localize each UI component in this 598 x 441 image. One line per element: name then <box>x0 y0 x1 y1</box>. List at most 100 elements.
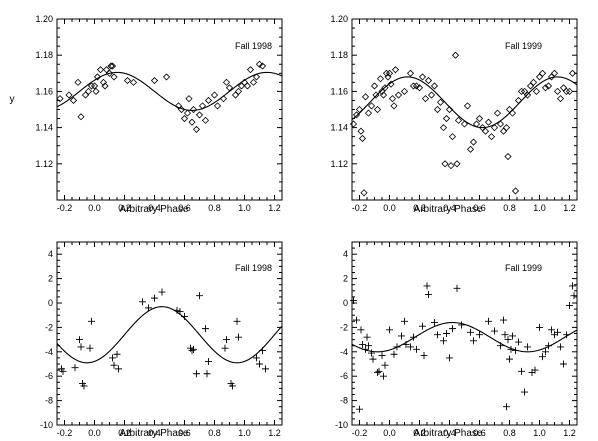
data-point-top-right <box>361 93 370 101</box>
x-tick-label-top-left: 1.0 <box>238 203 251 213</box>
x-tick-label-top-right: 0.8 <box>503 203 516 213</box>
fit-curve-bottom-left <box>56 306 283 364</box>
data-point-top-right <box>484 118 493 126</box>
data-point-top-left <box>240 78 249 86</box>
data-point-top-right <box>421 95 430 103</box>
data-point-bottom-right <box>521 388 528 396</box>
data-point-bottom-right <box>420 351 428 359</box>
data-point-bottom-right <box>407 343 414 351</box>
data-point-top-left <box>219 95 228 103</box>
annotation-top-left: Fall 1998 <box>235 41 272 51</box>
data-point-top-right <box>391 66 400 74</box>
x-tick-label-bottom-left: 1.0 <box>238 428 251 438</box>
y-tick-label-bottom-right: 4 <box>343 249 348 259</box>
panel-top-left: -0.2 0.0 0.2 0.4 0.6 0.8 1.0 1.2 1.12 1.14 1.16 1.1… <box>10 14 283 215</box>
data-point-top-right <box>349 120 358 128</box>
data-point-top-right <box>427 91 436 99</box>
x-tick-label-bottom-right: 0.6 <box>473 428 486 438</box>
data-point-top-right <box>373 105 382 114</box>
data-point-top-right <box>496 120 505 128</box>
x-tick-label-top-right: 0.6 <box>473 203 486 213</box>
data-point-bottom-right <box>446 354 453 362</box>
y-tick-label-bottom-left: -4 <box>45 347 53 357</box>
data-point-top-left <box>183 109 192 117</box>
data-point-bottom-left <box>203 370 211 378</box>
data-point-bottom-right <box>368 349 375 357</box>
y-tick-label-bottom-right: -2 <box>340 322 348 332</box>
data-point-top-left <box>110 73 118 81</box>
data-point-top-right <box>379 91 388 99</box>
y-tick-label-top-right: 1.14 <box>330 123 348 133</box>
x-tick-label-bottom-left: 0.6 <box>178 428 191 438</box>
data-point-bottom-right <box>491 327 498 335</box>
data-point-bottom-left <box>59 367 67 375</box>
x-tick-label-bottom-left: -0.2 <box>57 428 73 438</box>
data-point-bottom-right <box>434 331 441 339</box>
data-point-bottom-left <box>256 360 263 368</box>
data-point-bottom-right <box>375 367 383 375</box>
data-point-top-right <box>529 78 538 86</box>
data-point-top-left <box>210 91 219 99</box>
data-point-bottom-right <box>440 337 447 345</box>
data-point-bottom-right <box>363 333 371 341</box>
data-point-bottom-right <box>524 343 531 351</box>
x-tick-label-bottom-right: 0.2 <box>413 428 426 438</box>
data-point-bottom-right <box>413 345 420 353</box>
data-point-top-right <box>460 120 469 128</box>
y-tick-label-top-right: 1.20 <box>330 14 348 24</box>
data-point-top-right <box>475 114 484 123</box>
y-tick-label-bottom-left: 2 <box>48 274 53 284</box>
data-point-top-right <box>412 82 421 90</box>
fit-curve-top-left <box>56 71 283 111</box>
y-tick-label-top-right: 1.18 <box>330 50 348 60</box>
data-point-top-left <box>198 102 207 110</box>
data-point-top-right <box>382 69 391 77</box>
data-point-top-right <box>406 69 415 77</box>
xlabel-bottom-left: Arbitrary Phase <box>120 428 189 439</box>
data-point-bottom-right <box>560 360 567 368</box>
x-tick-label-top-left: 0.4 <box>148 203 161 213</box>
data-point-bottom-left <box>77 343 85 351</box>
data-point-bottom-right <box>566 301 573 309</box>
data-point-top-right <box>390 102 398 110</box>
data-point-top-left <box>222 78 231 86</box>
x-tick-label-bottom-right: 0.4 <box>443 428 456 438</box>
data-point-bottom-left <box>188 347 196 355</box>
data-point-bottom-right <box>353 316 360 324</box>
data-point-top-right <box>441 160 449 168</box>
data-point-top-right <box>502 124 511 132</box>
data-point-bottom-right <box>356 405 363 413</box>
y-tick-label-bottom-left: -6 <box>45 371 53 381</box>
data-point-bottom-left <box>115 365 122 373</box>
data-point-top-right <box>352 111 361 119</box>
x-tick-label-top-right: 0.0 <box>383 203 396 213</box>
data-point-bottom-left <box>176 308 184 316</box>
data-point-top-right <box>439 124 448 132</box>
data-point-top-right <box>381 84 389 92</box>
axes-frame-bottom-right <box>351 241 578 426</box>
data-point-top-right <box>448 133 457 141</box>
data-point-top-right <box>430 82 439 90</box>
x-tick-label-bottom-left: 0.2 <box>118 428 131 438</box>
x-tick-label-top-left: 0.6 <box>178 203 191 213</box>
plot-body-bottom-left: -0.2 0.0 0.2 0.4 0.6 0.8 1.0 1.2 -10 -8 -6 -4 -2 0 2 4 <box>40 241 283 438</box>
data-point-top-right <box>511 187 520 195</box>
x-tick-label-bottom-right: -0.2 <box>352 428 368 438</box>
data-point-top-right <box>504 152 512 161</box>
data-point-bottom-left <box>80 382 88 390</box>
data-point-bottom-left <box>71 364 79 372</box>
data-point-bottom-right <box>509 332 516 340</box>
data-point-top-left <box>92 87 100 95</box>
data-point-top-right <box>372 91 380 99</box>
data-point-top-left <box>150 76 159 85</box>
data-point-bottom-right <box>378 351 386 359</box>
data-point-bottom-right <box>539 353 546 361</box>
data-point-bottom-right <box>402 340 410 348</box>
x-tick-label-bottom-left: 0.4 <box>148 428 161 438</box>
data-point-bottom-right <box>365 342 372 350</box>
data-point-top-left <box>174 102 183 110</box>
x-tick-label-bottom-right: 0.8 <box>503 428 516 438</box>
x-tick-label-bottom-left: 0.8 <box>208 428 221 438</box>
data-point-top-right <box>556 95 565 103</box>
data-point-bottom-left <box>223 336 230 344</box>
